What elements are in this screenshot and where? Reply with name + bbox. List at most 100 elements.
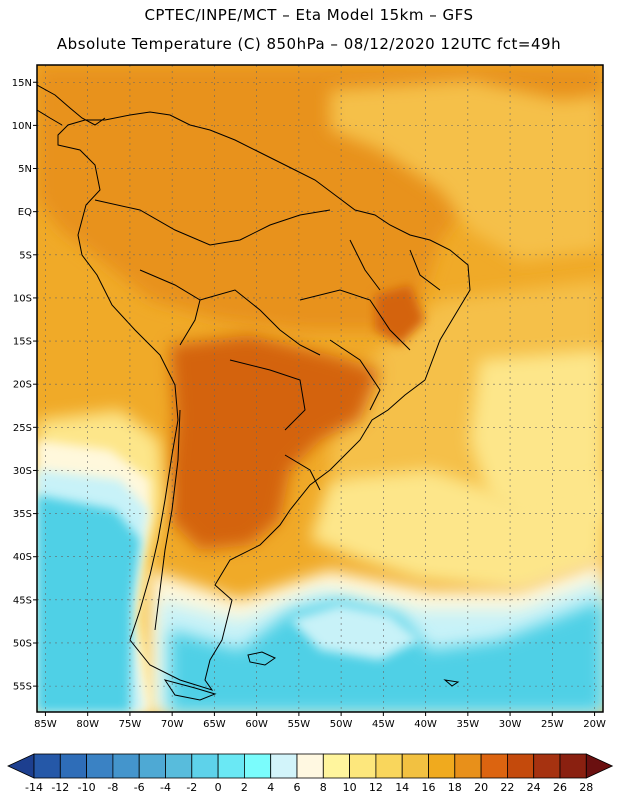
- lat-tick-label: 30S: [13, 466, 32, 477]
- colorbar-swatch: [138, 753, 166, 779]
- colorbar-label: 14: [395, 781, 409, 794]
- lon-tick-label: 75W: [119, 719, 142, 730]
- lon-tick-label: 60W: [245, 719, 268, 730]
- border-brazil-states-3: [349, 239, 381, 291]
- colorbar-label: 24: [527, 781, 541, 794]
- title-line-1: CPTEC/INPE/MCT – Eta Model 15km – GFS: [144, 6, 474, 24]
- border-brazil-states-4: [409, 249, 441, 291]
- colorbar-label: -4: [160, 781, 171, 794]
- field-gold-atlantic-north: [330, 80, 603, 260]
- colorbar-label: -14: [25, 781, 43, 794]
- colorbar-label: 16: [422, 781, 436, 794]
- colorbar-swatch: [480, 753, 508, 779]
- lat-tick-label: 25S: [13, 423, 32, 434]
- colorbar-swatch: [243, 753, 272, 779]
- lat-tick-label: 15N: [12, 78, 32, 89]
- lon-tick-label: 20W: [583, 719, 606, 730]
- border-brazil-states-1: [299, 289, 411, 351]
- colorbar-swatch: [322, 753, 350, 779]
- lon-tick-label: 45W: [372, 719, 395, 730]
- colorbar-swatch: [296, 753, 324, 779]
- colorbar-swatch: [270, 753, 298, 779]
- colorbar-swatch: [375, 753, 403, 779]
- falklands: [247, 651, 276, 666]
- longitude-axis: 85W 80W 75W 70W 65W 60W 55W 50W 45W 40W 35W 30W 25W 2…: [34, 712, 606, 730]
- colorbar-arrow-low: [7, 753, 35, 779]
- colorbar-label: 26: [553, 781, 567, 794]
- lon-tick-label: 30W: [499, 719, 522, 730]
- colorbar-swatch: [559, 753, 587, 779]
- colorbar-swatch: [454, 753, 482, 779]
- colorbar-label: 18: [448, 781, 462, 794]
- border-brazil-states-2: [329, 339, 381, 411]
- lat-tick-label: 5S: [19, 250, 32, 261]
- lon-tick-label: 35W: [457, 719, 480, 730]
- colorbar-swatch: [112, 753, 140, 779]
- colorbar-label: 28: [579, 781, 593, 794]
- colorbar: -14 -12 -10 -8 -6 -4 -2 0 2 4 6 8 10 12 14 16 18 20 22 24 26…: [7, 753, 614, 794]
- colorbar-label: 20: [474, 781, 488, 794]
- colorbar-label: 2: [241, 781, 248, 794]
- colorbar-label: 0: [215, 781, 222, 794]
- lat-tick-label: 50S: [13, 638, 32, 649]
- lon-tick-label: 40W: [414, 719, 437, 730]
- lon-tick-label: 55W: [288, 719, 311, 730]
- colorbar-label: 6: [294, 781, 301, 794]
- colorbar-label: 22: [500, 781, 514, 794]
- colorbar-label: -2: [186, 781, 197, 794]
- lat-tick-label: 45S: [13, 595, 32, 606]
- colorbar-swatch: [428, 753, 456, 779]
- lat-tick-label: 5N: [18, 164, 32, 175]
- lat-tick-label: 10S: [13, 293, 32, 304]
- colorbar-swatch: [401, 753, 429, 779]
- border-chile-argentina: [154, 409, 181, 631]
- colorbar-label: -8: [107, 781, 118, 794]
- field-pacific-cyan: [37, 495, 140, 712]
- latitude-axis: 15N 10N 5N EQ 5S 10S 15S 20S 25S 30S 35S 40S 45S 50S 5…: [12, 78, 37, 693]
- colorbar-swatch: [217, 753, 245, 779]
- border-bolivia-brazil: [199, 289, 321, 356]
- colorbar-label: 8: [320, 781, 327, 794]
- colorbar-label: -10: [78, 781, 96, 794]
- south-america-coastline: [57, 111, 471, 691]
- field-pale-yellow-east: [470, 350, 603, 530]
- border-paraguay: [229, 359, 306, 431]
- colorbar-label: 4: [267, 781, 274, 794]
- field-pale-yellow-south: [310, 470, 603, 590]
- title-line-2: Absolute Temperature (C) 850hPa – 08/12/…: [56, 35, 562, 53]
- border-uruguay: [284, 454, 321, 491]
- map-frame: [36, 64, 604, 713]
- border-amazon: [94, 199, 331, 246]
- tierra-del-fuego: [163, 679, 217, 701]
- lat-tick-label: 10N: [12, 121, 32, 132]
- lon-tick-label: 85W: [34, 719, 57, 730]
- field-hot-core: [170, 335, 380, 550]
- lat-tick-label: 15S: [13, 337, 32, 348]
- colorbar-label: 10: [343, 781, 357, 794]
- temperature-field: [37, 65, 603, 712]
- central-america-coast: [37, 84, 106, 126]
- field-south-swirl: [290, 605, 420, 660]
- colorbar-arrow-high: [585, 753, 614, 779]
- lon-tick-label: 50W: [330, 719, 353, 730]
- colorbar-swatch: [349, 753, 377, 779]
- lon-tick-label: 25W: [541, 719, 564, 730]
- colorbar-swatch: [33, 753, 61, 779]
- colorbar-swatch: [533, 753, 561, 779]
- colorbar-swatch: [506, 753, 535, 779]
- lat-tick-label: 40S: [13, 552, 32, 563]
- colorbar-swatch: [165, 753, 193, 779]
- coastlines: [37, 84, 471, 701]
- south-georgia: [443, 679, 460, 687]
- colorbar-label: -6: [134, 781, 145, 794]
- lon-tick-label: 65W: [203, 719, 226, 730]
- lat-tick-label: 55S: [13, 682, 32, 693]
- colorbar-swatch: [86, 753, 114, 779]
- lat-tick-label: 35S: [13, 509, 32, 520]
- lon-tick-label: 80W: [76, 719, 99, 730]
- colorbar-swatch: [59, 753, 87, 779]
- colorbar-label: 12: [369, 781, 383, 794]
- lat-tick-label: EQ: [18, 207, 32, 218]
- caribbean-coast: [37, 109, 63, 126]
